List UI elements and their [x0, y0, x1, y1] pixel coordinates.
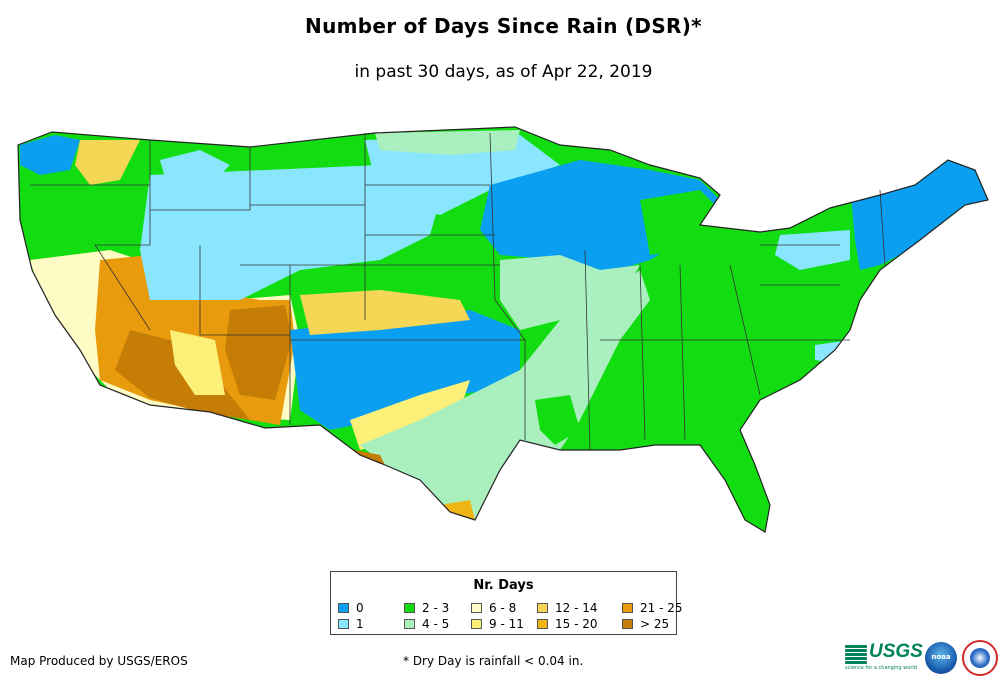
legend-item: 1: [338, 618, 364, 631]
border-il-in: [639, 264, 646, 441]
legend-swatch: [338, 603, 349, 613]
zone-4-5-missouri: [500, 255, 640, 330]
legend-label: 15 - 20: [555, 617, 598, 631]
border-oh-wv: [729, 264, 761, 396]
legend-item: 9 - 11: [471, 618, 524, 631]
legend-item: 6 - 8: [471, 602, 516, 615]
legend-swatch: [471, 619, 482, 629]
legend-swatch: [338, 619, 349, 629]
zone-12-14-plains: [300, 290, 470, 335]
zone-1-id: [160, 150, 230, 195]
legend-swatch: [404, 603, 415, 613]
noaa-logo: noaa: [925, 642, 957, 674]
legend-label: 4 - 5: [422, 617, 450, 631]
zone-9-11-tx: [350, 380, 470, 450]
legend-label: 21 - 25: [640, 601, 683, 615]
legend: Nr. Days 0 1 2 - 3 4 - 5 6 - 8 9 - 11 12 - 14 1…: [330, 571, 683, 635]
zone-1-ny: [775, 230, 850, 270]
legend-item: 15 - 20: [537, 618, 598, 631]
noaa-wordmark: noaa: [931, 653, 951, 661]
zone-gt25-az: [225, 305, 292, 400]
legend-item: 0: [338, 602, 364, 615]
border-mt-id: [150, 147, 251, 211]
legend-item: > 25: [622, 618, 669, 631]
legend-swatch: [622, 619, 633, 629]
legend-item: 4 - 5: [404, 618, 449, 631]
zone-12-14-wa: [75, 140, 140, 185]
legend-label: 9 - 11: [489, 617, 524, 631]
legend-swatch: [537, 603, 548, 613]
zone-0-new-england: [850, 160, 988, 270]
us-outline: [17, 126, 989, 533]
border-ut: [199, 245, 290, 336]
dry-day-note: * Dry Day is rainfall < 0.04 in.: [403, 654, 584, 668]
legend-label: 1: [356, 617, 364, 631]
legend-label: > 25: [640, 617, 670, 631]
zone-4-5-south-central: [360, 270, 650, 520]
usgs-logo: USGS science for a changing world: [845, 641, 923, 673]
legend-label: 12 - 14: [555, 601, 598, 615]
legend-label: 0: [356, 601, 364, 615]
legend-swatch: [471, 603, 482, 613]
usgs-waves-icon: [845, 645, 867, 665]
legend-item: 12 - 14: [537, 602, 598, 615]
usgs-wordmark: USGS: [869, 641, 923, 662]
nws-logo: [962, 640, 998, 676]
zone-2-3-michigan: [640, 190, 725, 255]
zone-1-dakotas: [365, 135, 560, 215]
legend-label: 6 - 8: [489, 601, 517, 615]
border-or-nv: [94, 140, 151, 331]
border-in-oh: [679, 264, 686, 441]
legend-title: Nr. Days: [473, 578, 534, 593]
legend-item: 2 - 3: [404, 602, 449, 615]
map-title: Number of Days Since Rain (DSR)*: [305, 14, 702, 38]
zone-4-5-nd: [375, 130, 520, 155]
border-vt-nh: [879, 189, 886, 266]
state-borders: [30, 132, 886, 451]
usgs-tagline: science for a changing world: [845, 665, 917, 671]
legend-swatch: [537, 619, 548, 629]
zone-15-20-tx-coast: [440, 500, 475, 520]
zone-2-3-la: [535, 395, 580, 445]
zone-9-11-az: [170, 330, 225, 395]
producer-credit: Map Produced by USGS/EROS: [10, 654, 188, 668]
legend-swatch: [404, 619, 415, 629]
zone-0-wa-coast: [20, 135, 80, 175]
map-subtitle: in past 30 days, as of Apr 22, 2019: [354, 62, 653, 82]
border-mn-mo-ar: [489, 132, 526, 440]
dsr-map: [17, 126, 989, 533]
nws-emblem-icon: [970, 648, 990, 668]
legend-swatch: [622, 603, 633, 613]
border-mississippi: [584, 249, 591, 451]
legend-item: 21 - 25: [622, 602, 683, 615]
dsr-fill: [18, 127, 988, 532]
legend-label: 2 - 3: [422, 601, 450, 615]
